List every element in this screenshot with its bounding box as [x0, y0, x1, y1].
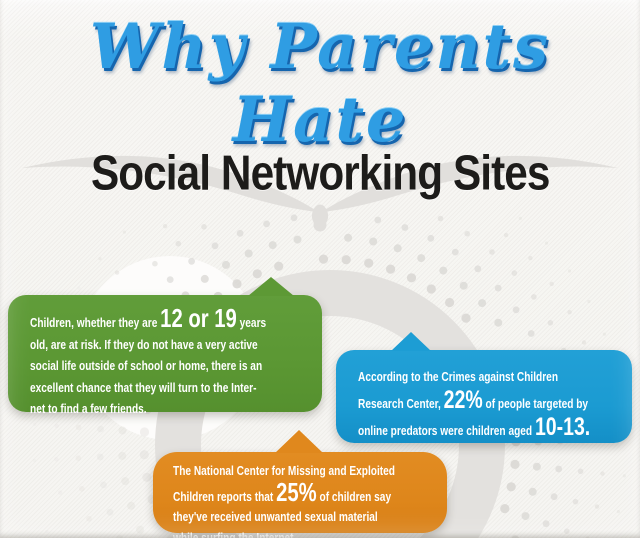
text-line: old, are at risk. If they do not have a …: [30, 334, 258, 356]
text-segment: they've received unwanted sexual materia…: [173, 509, 378, 524]
text-segment: of people targeted by: [482, 396, 589, 411]
header: Why Parents Hate Social Networking Sites: [0, 10, 640, 201]
bubble-tail-up-icon: [248, 277, 294, 296]
stat-bubble-children-at-risk: Children, whether they are 12 or 19 year…: [8, 277, 322, 416]
script-title: Why Parents Hate: [89, 10, 551, 157]
bubble-text: The National Center for Missing and Expl…: [153, 452, 447, 538]
text-line: According to the Crimes against Children: [358, 364, 565, 390]
bubble-text: Children, whether they are 12 or 19 year…: [8, 295, 322, 420]
text-segment: old, are at risk. If they do not have a …: [30, 336, 258, 352]
bubble-text: According to the Crimes against Children…: [336, 350, 632, 444]
swirl-ring-shape: [155, 270, 505, 538]
text-segment: net to find a few friends.: [30, 401, 147, 416]
text-line: social life outside of school or home, t…: [30, 355, 262, 377]
text-line: Research Center, 22% of people targeted …: [358, 388, 588, 417]
text-line: Children reports that 25% of children sa…: [173, 479, 391, 508]
stat-number: 12 or 19: [160, 303, 237, 333]
text-line: while surfing the Internet.: [173, 528, 380, 538]
text-segment: excellent chance that they will turn to …: [30, 379, 257, 395]
text-segment: Children reports that: [173, 488, 277, 504]
text-line: online predators were children aged 10-1…: [358, 415, 590, 444]
stat-bubble-unwanted-material: The National Center for Missing and Expl…: [153, 430, 447, 538]
text-segment: Children, whether they are: [30, 315, 161, 330]
page-title: Social Networking Sites: [90, 145, 551, 201]
bubble-tail-up-icon: [391, 332, 431, 351]
text-segment: online predators were children aged: [358, 423, 535, 438]
text-line: The National Center for Missing and Expl…: [173, 461, 395, 482]
text-segment: Research Center,: [358, 396, 444, 411]
text-segment: According to the Crimes against Children: [358, 369, 559, 384]
text-line: excellent chance that they will turn to …: [30, 377, 257, 399]
text-segment: while surfing the Internet.: [173, 529, 297, 538]
stat-number: 10-13.: [534, 413, 591, 441]
text-segment: of children say: [316, 488, 392, 504]
flourish-divider-icon: [22, 155, 618, 232]
bubble-tail-up-icon: [275, 430, 323, 453]
text-line: they've received unwanted sexual materia…: [173, 507, 380, 528]
text-line: net to find a few friends.: [30, 398, 250, 420]
text-segment: social life outside of school or home, t…: [30, 358, 263, 373]
text-segment: years: [236, 315, 267, 330]
text-line: Children, whether they are 12 or 19 year…: [30, 305, 266, 334]
stat-bubble-predator-targets: According to the Crimes against Children…: [336, 332, 632, 444]
text-segment: The National Center for Missing and Expl…: [173, 463, 395, 478]
stat-number: 25%: [276, 476, 317, 507]
stat-number: 22%: [443, 386, 483, 414]
